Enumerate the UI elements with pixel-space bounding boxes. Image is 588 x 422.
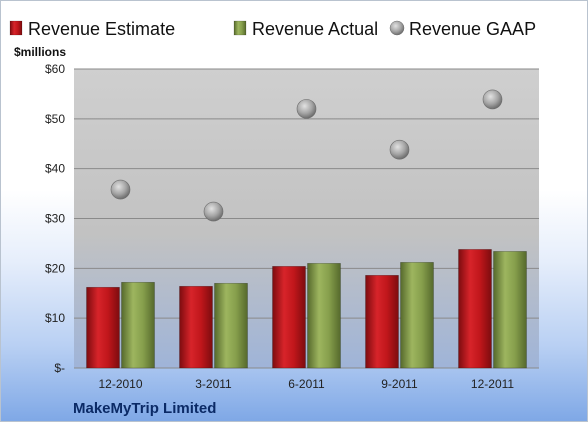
x-tick-label: 3-2011 [195,377,232,391]
revenue-estimate-bar [179,285,213,369]
revenue-actual-bar [307,263,341,369]
legend-label: Revenue GAAP [409,19,536,39]
y-tick-label: $- [54,361,65,375]
legend-label: Revenue Estimate [28,19,175,39]
legend-item: Revenue Actual [233,19,378,39]
x-tick-label: 12-2011 [471,377,514,391]
x-tick-label: 6-2011 [288,377,325,391]
revenue-actual-bar [493,251,527,369]
y-axis-unit-label: $millions [14,45,66,59]
revenue-gaap-marker [203,201,224,222]
x-tick-label: 9-2011 [381,377,418,391]
legend-item: Revenue GAAP [389,19,536,39]
revenue-gaap-marker [110,179,131,200]
legend-item: Revenue Estimate [9,19,175,39]
revenue-gaap-marker [389,139,410,160]
y-tick-label: $30 [45,212,65,226]
revenue-estimate-bar [272,266,306,369]
chart-legend: Revenue Estimate Revenue Actual Revenue GA… [9,19,536,39]
revenue-estimate-bar [86,286,120,369]
revenue-actual-bar [400,262,434,369]
legend-swatch [233,20,247,36]
revenue-actual-bar [214,282,248,369]
bars-layer [86,249,527,369]
y-tick-label: $10 [45,311,65,325]
y-axis-ticks: $- $10 $20 $30 $40 $50 $60 [45,62,65,375]
y-tick-label: $40 [45,162,65,176]
revenue-gaap-marker [296,99,317,119]
x-axis-ticks: 12-2010 3-2011 6-2011 9-2011 12-2011 [98,377,514,391]
x-tick-label: 12-2010 [98,377,142,391]
y-tick-label: $60 [45,62,65,76]
revenue-actual-bar [121,281,155,369]
y-tick-label: $50 [45,112,65,126]
revenue-estimate-bar [365,275,399,369]
legend-label: Revenue Actual [252,19,378,39]
gaap-markers-layer [110,89,503,222]
legend-swatch [9,20,23,36]
revenue-gaap-marker [482,89,503,110]
company-name: MakeMyTrip Limited [73,400,216,417]
revenue-estimate-bar [458,249,492,369]
legend-swatch [389,20,405,36]
y-tick-label: $20 [45,261,65,275]
